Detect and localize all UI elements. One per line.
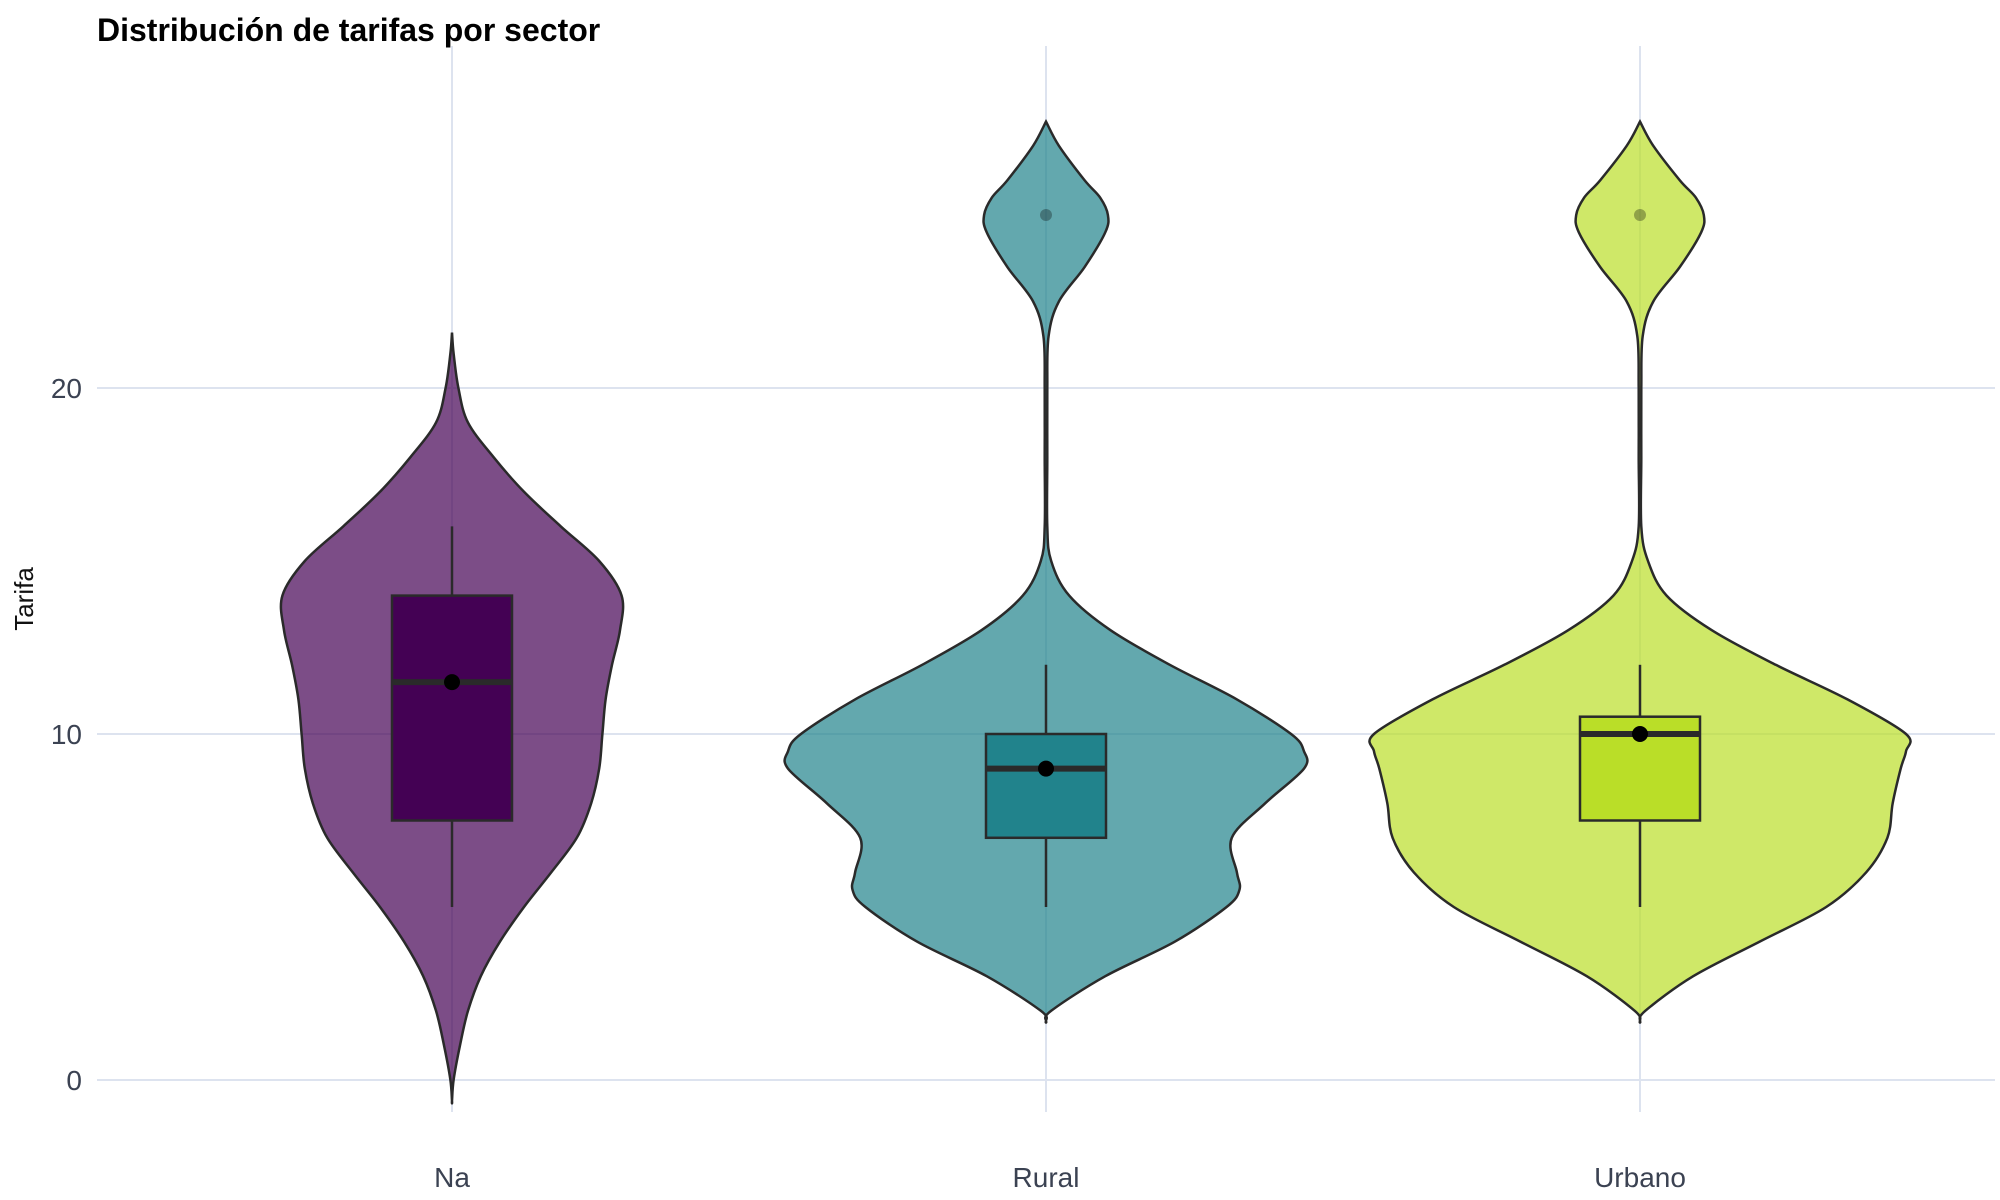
chart-title: Distribución de tarifas por sector bbox=[97, 12, 601, 48]
y-tick-label: 10 bbox=[51, 719, 82, 750]
mean-point bbox=[444, 674, 460, 691]
label-layer: Tarifa 0 10 20 Na Rural Urbano bbox=[9, 373, 1686, 1193]
x-tick-label: Urbano bbox=[1594, 1162, 1686, 1193]
y-tick-label: 20 bbox=[51, 373, 82, 404]
y-axis-title: Tarifa bbox=[9, 567, 39, 631]
mean-point bbox=[1038, 760, 1054, 777]
x-tick-label: Rural bbox=[1013, 1162, 1080, 1193]
box-layer bbox=[390, 209, 1702, 907]
box-na bbox=[390, 594, 514, 822]
outlier-point bbox=[1634, 209, 1646, 221]
y-tick-label: 0 bbox=[66, 1065, 82, 1096]
box-rural bbox=[984, 732, 1108, 840]
outlier-point bbox=[1040, 209, 1052, 221]
violin-urbano bbox=[1368, 119, 1912, 1024]
violin-layer bbox=[279, 119, 1912, 1105]
x-tick-label: Na bbox=[434, 1162, 470, 1193]
mean-point bbox=[1632, 726, 1648, 742]
violin-rural bbox=[783, 119, 1309, 1024]
